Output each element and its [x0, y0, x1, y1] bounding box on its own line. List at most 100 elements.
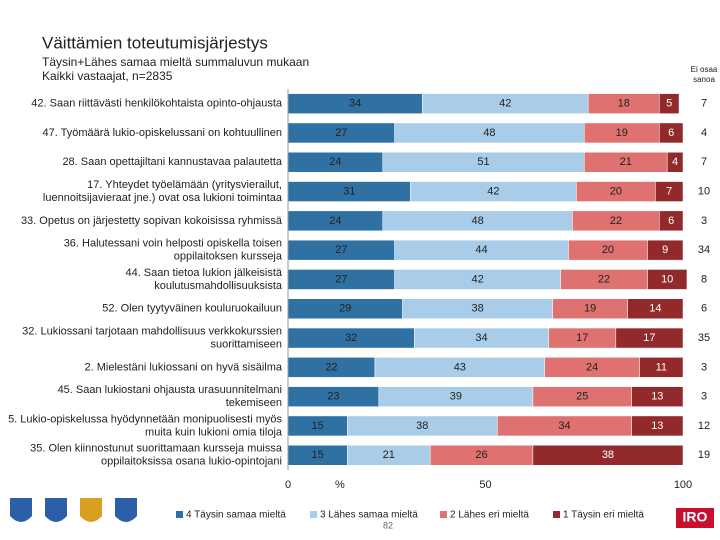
value-label: 6	[668, 127, 674, 139]
no-answer-value: 4	[701, 127, 707, 139]
value-label: 17	[576, 332, 588, 344]
value-label: 31	[343, 185, 355, 197]
page-number: 82	[383, 520, 393, 530]
bar-segment	[639, 357, 684, 378]
category-label: tekemiseen	[226, 397, 282, 409]
value-label: 38	[471, 303, 483, 315]
bar-segment	[659, 122, 684, 144]
category-label: 17. Yhteydet työelämään (yritysvierailut…	[87, 179, 282, 191]
category-label: koulutusmahdollisuuksista	[154, 280, 283, 292]
value-label: 34	[475, 332, 487, 344]
value-label: 34	[558, 420, 570, 432]
value-label: 17	[643, 332, 655, 344]
category-label: 36. Halutessani voin helposti opiskella …	[64, 238, 282, 250]
logo-text: IRO	[683, 509, 708, 525]
value-label: 15	[312, 420, 324, 432]
legend-label: 3 Lähes samaa mieltä	[320, 510, 418, 521]
value-label: 25	[576, 391, 588, 403]
category-label: 47. Työmäärä lukio-opiskelussani on koht…	[43, 127, 283, 139]
x-tick-label: 100	[674, 479, 692, 491]
value-label: 43	[454, 361, 466, 373]
value-label: 6	[668, 215, 674, 227]
subtitle: Kaikki vastaajat, n=2835	[42, 69, 173, 83]
bar-segment	[659, 210, 684, 232]
value-label: 48	[471, 215, 483, 227]
bar-segment	[647, 269, 688, 290]
category-label: 42. Saan riittävästi henkilökohtaista op…	[31, 98, 283, 110]
value-label: 42	[487, 185, 499, 197]
no-answer-value: 19	[698, 449, 710, 461]
no-answer-value: 10	[698, 185, 710, 197]
no-answer-value: 12	[698, 420, 710, 432]
no-answer-value: 7	[701, 98, 707, 110]
value-label: 21	[620, 156, 632, 168]
category-label: 28. Saan opettajiltani kannustavaa palau…	[62, 156, 282, 168]
legend-label: 1 Täysin eri mieltä	[563, 510, 644, 521]
no-answer-value: 6	[701, 303, 707, 315]
chart-title: Väittämien toteutumisjärjestys	[42, 33, 268, 52]
x-axis-label: %	[335, 479, 345, 491]
no-answer-value: 34	[698, 244, 710, 256]
value-label: 22	[598, 273, 610, 285]
value-label: 23	[327, 391, 339, 403]
value-label: 51	[477, 156, 489, 168]
value-label: 27	[335, 127, 347, 139]
value-label: 22	[610, 215, 622, 227]
value-label: 24	[586, 361, 598, 373]
bar-segment	[659, 93, 680, 114]
category-label: 44. Saan tietoa lukion jälkeisistä	[125, 267, 282, 279]
no-answer-header: Ei osaa	[691, 65, 718, 74]
no-answer-value: 7	[701, 156, 707, 168]
value-label: 10	[661, 273, 673, 285]
value-label: 15	[312, 449, 324, 461]
category-label: 33. Opetus on järjestetty sopivan kokois…	[21, 215, 283, 227]
value-label: 44	[475, 244, 487, 256]
value-label: 38	[416, 420, 428, 432]
x-tick-label: 0	[285, 479, 291, 491]
no-answer-value: 3	[701, 215, 707, 227]
x-tick-label: 50	[479, 479, 491, 491]
legend-swatch	[553, 511, 560, 518]
category-label: 32. Lukiossani tarjotaan mahdollisuus ve…	[22, 325, 282, 337]
category-label: muita kuin lukioni omia tiloja	[145, 426, 283, 438]
value-label: 19	[616, 127, 628, 139]
value-label: 42	[471, 273, 483, 285]
value-label: 9	[662, 244, 668, 256]
value-label: 27	[335, 273, 347, 285]
value-label: 24	[329, 215, 341, 227]
no-answer-value: 8	[701, 273, 707, 285]
category-label: 52. Olen tyytyväinen kouluruokailuun	[102, 303, 282, 315]
category-label: oppilaitoksen kursseja	[174, 251, 283, 263]
bar-segment	[615, 327, 684, 349]
legend-label: 2 Lähes eri mieltä	[450, 510, 529, 521]
value-label: 22	[325, 361, 337, 373]
category-label: 5. Lukio-opiskelussa hyödynnetään monipu…	[8, 413, 282, 425]
value-label: 20	[602, 244, 614, 256]
value-label: 13	[651, 420, 663, 432]
value-label: 13	[651, 391, 663, 403]
legend-swatch	[310, 511, 317, 518]
value-label: 20	[610, 185, 622, 197]
category-label: oppilaitoksissa osana lukio-opintojani	[101, 456, 282, 468]
category-label: suorittamiseen	[210, 338, 282, 350]
no-answer-header: sanoa	[693, 75, 715, 84]
value-label: 24	[329, 156, 341, 168]
bar-segment	[631, 386, 684, 407]
subtitle: Täysin+Lähes samaa mieltä summaluvun muk…	[42, 55, 309, 69]
bar-segment	[631, 415, 684, 437]
value-label: 14	[649, 303, 661, 315]
value-label: 42	[499, 98, 511, 110]
legend-swatch	[440, 511, 447, 518]
value-label: 11	[656, 361, 667, 373]
bar-segment	[532, 445, 684, 466]
no-answer-value: 3	[701, 391, 707, 403]
value-label: 7	[666, 185, 672, 197]
value-label: 48	[483, 127, 495, 139]
legend-swatch	[176, 511, 183, 518]
category-label: 45. Saan lukiostani ohjausta urasuunnite…	[58, 384, 282, 396]
value-label: 29	[339, 303, 351, 315]
value-label: 5	[666, 98, 672, 110]
value-label: 4	[672, 156, 678, 168]
category-label: 35. Olen kiinnostunut suorittamaan kurss…	[30, 443, 283, 455]
